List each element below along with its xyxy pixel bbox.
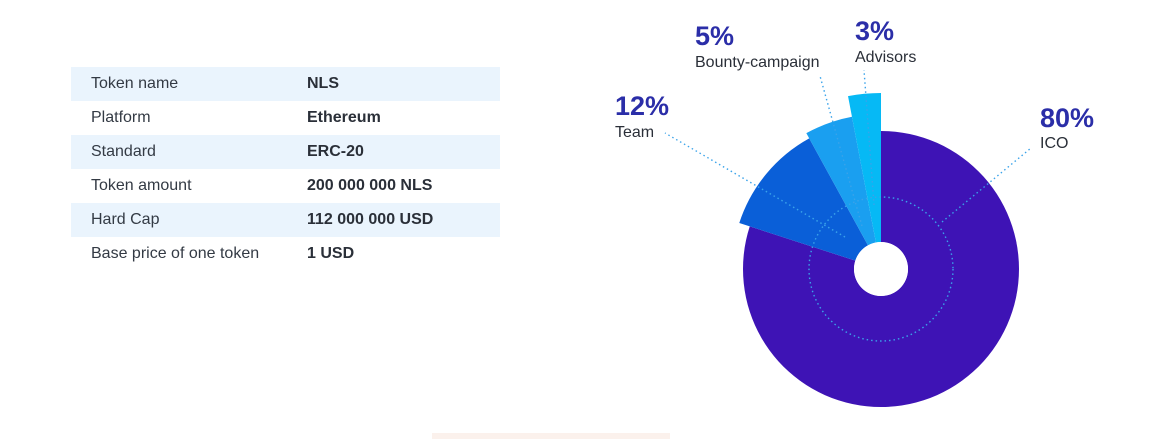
row-label: Token amount <box>91 177 192 194</box>
slice-label-team: Team <box>615 124 654 141</box>
percent-label-advisors: 3% <box>855 16 894 46</box>
slice-labels: 80% ICO 12% Team 5% Bounty-campaign 3% Advisors <box>615 16 1094 152</box>
bottom-strip <box>432 433 670 439</box>
percent-label-bounty-campaign: 5% <box>695 21 734 51</box>
pie-slice-advisors <box>848 93 881 243</box>
row-label: Hard Cap <box>91 211 160 228</box>
center-hole <box>854 242 908 296</box>
inner-dotted-ring <box>808 196 954 342</box>
percent-label-team: 12% <box>615 91 669 121</box>
slice-label-advisors: Advisors <box>855 49 916 66</box>
token-info-table: Token name NLS Platform Ethereum Standard ERC… <box>71 67 500 271</box>
row-label: Standard <box>91 143 156 160</box>
leader-lines <box>664 69 1032 238</box>
table-row: Token amount 200 000 000 NLS <box>71 169 500 203</box>
pie-slice-bounty-campaign <box>806 116 876 246</box>
row-value: 200 000 000 NLS <box>307 177 433 194</box>
row-value: Ethereum <box>307 109 381 126</box>
row-value: ERC-20 <box>307 143 364 160</box>
row-label: Platform <box>91 109 151 126</box>
pie-slice-ico <box>743 131 1020 407</box>
table-row: Base price of one token 1 USD <box>71 237 500 271</box>
pie-slice-team <box>739 138 868 261</box>
table-row: Platform Ethereum <box>71 101 500 135</box>
inner-dotted-circle <box>808 196 954 342</box>
table-row: Token name NLS <box>71 67 500 101</box>
leader-line-bounty-campaign <box>819 75 863 227</box>
pie-slices <box>739 93 1020 407</box>
table-row: Standard ERC-20 <box>71 135 500 169</box>
leader-line-team <box>664 132 846 238</box>
row-value: NLS <box>307 75 339 92</box>
row-label: Token name <box>91 75 179 92</box>
row-value: 1 USD <box>307 245 355 262</box>
table-row: Hard Cap 112 000 000 USD <box>71 203 500 237</box>
leader-line-ico <box>941 147 1032 223</box>
row-value: 112 000 000 USD <box>307 211 434 228</box>
slice-label-bounty-campaign: Bounty-campaign <box>695 54 820 71</box>
percent-label-ico: 80% <box>1040 103 1094 133</box>
slice-label-ico: ICO <box>1040 135 1068 152</box>
row-label: Base price of one token <box>91 245 260 262</box>
leader-line-advisors <box>863 69 875 206</box>
